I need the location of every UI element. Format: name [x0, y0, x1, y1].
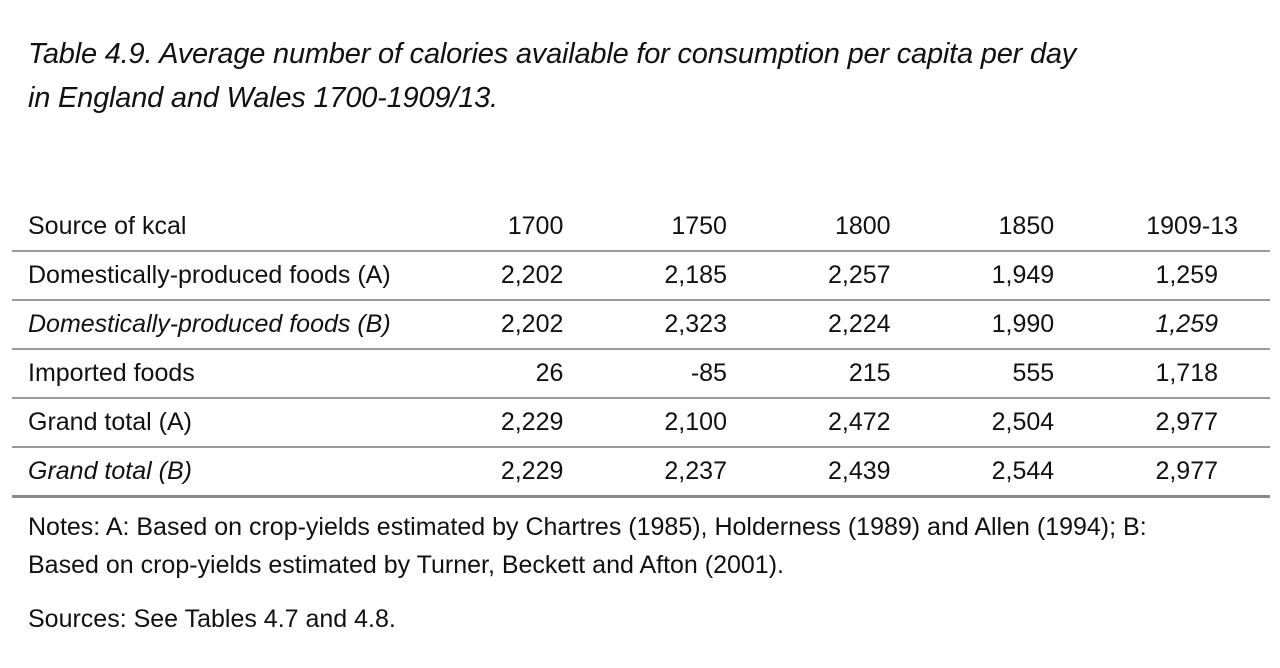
- row-label: Domestically-produced foods (B): [28, 310, 391, 338]
- calories-table: Source of kcal 1700 1750 1800 1850 1909-…: [12, 203, 1270, 498]
- table-cell: 2,977: [1155, 457, 1218, 485]
- table-cell: 215: [848, 359, 891, 387]
- table-cell: 2,323: [664, 310, 727, 338]
- table-title-line-2: in England and Wales 1700-1909/13.: [28, 82, 498, 114]
- table-cell: 2,544: [991, 457, 1055, 485]
- table-cell: 2,100: [664, 408, 727, 436]
- header-1750: 1750: [671, 212, 727, 240]
- table-row: Domestically-produced foods (A) 2,202 2,…: [12, 251, 1270, 300]
- table-sources: Sources: See Tables 4.7 and 4.8.: [28, 605, 396, 633]
- table-cell: 2,472: [828, 408, 891, 436]
- table-cell: 2,229: [500, 457, 564, 485]
- row-label: Imported foods: [28, 359, 195, 387]
- table-cell: 2,185: [664, 261, 727, 289]
- notes-line-1: Notes: A: Based on crop-yields estimated…: [28, 513, 1147, 541]
- table-cell: 555: [1012, 359, 1055, 387]
- header-1909-13: 1909-13: [1146, 212, 1238, 240]
- table-cell: 1,718: [1155, 359, 1218, 387]
- table-row: Grand total (B) 2,229 2,237 2,439 2,544 …: [12, 447, 1270, 497]
- notes-line-2: Based on crop-yields estimated by Turner…: [28, 551, 784, 579]
- row-label: Domestically-produced foods (A): [28, 261, 391, 289]
- table-cell: 1,949: [991, 261, 1055, 289]
- table-notes: Notes: A: Based on crop-yields estimated…: [28, 508, 1268, 584]
- table-title-line-1: Table 4.9. Average number of calories av…: [28, 38, 1077, 70]
- header-1700: 1700: [507, 212, 564, 240]
- header-source: Source of kcal: [28, 212, 187, 240]
- table-cell: 2,202: [500, 310, 564, 338]
- table-cell: 2,229: [500, 408, 564, 436]
- row-label: Grand total (A): [28, 408, 192, 436]
- table-cell: 1,259: [1155, 310, 1218, 338]
- table-cell: 2,224: [828, 310, 891, 338]
- table-cell: 26: [535, 359, 564, 387]
- table-cell: 2,257: [828, 261, 891, 289]
- header-1850: 1850: [998, 212, 1055, 240]
- table-header-row: Source of kcal 1700 1750 1800 1850 1909-…: [12, 203, 1270, 251]
- table-row: Domestically-produced foods (B) 2,202 2,…: [12, 300, 1270, 349]
- table-cell: 2,202: [500, 261, 564, 289]
- table-cell: 2,977: [1155, 408, 1218, 436]
- table-row: Imported foods 26 -85 215 555 1,718: [12, 349, 1270, 398]
- table-cell: 1,990: [991, 310, 1055, 338]
- table-row: Grand total (A) 2,229 2,100 2,472 2,504 …: [12, 398, 1270, 447]
- table-cell: 2,504: [991, 408, 1055, 436]
- table-title: Table 4.9. Average number of calories av…: [28, 32, 1258, 120]
- table-cell: -85: [690, 359, 727, 387]
- table-cell: 1,259: [1155, 261, 1218, 289]
- table-cell: 2,237: [664, 457, 727, 485]
- table-cell: 2,439: [828, 457, 891, 485]
- header-1800: 1800: [834, 212, 891, 240]
- row-label: Grand total (B): [28, 457, 192, 485]
